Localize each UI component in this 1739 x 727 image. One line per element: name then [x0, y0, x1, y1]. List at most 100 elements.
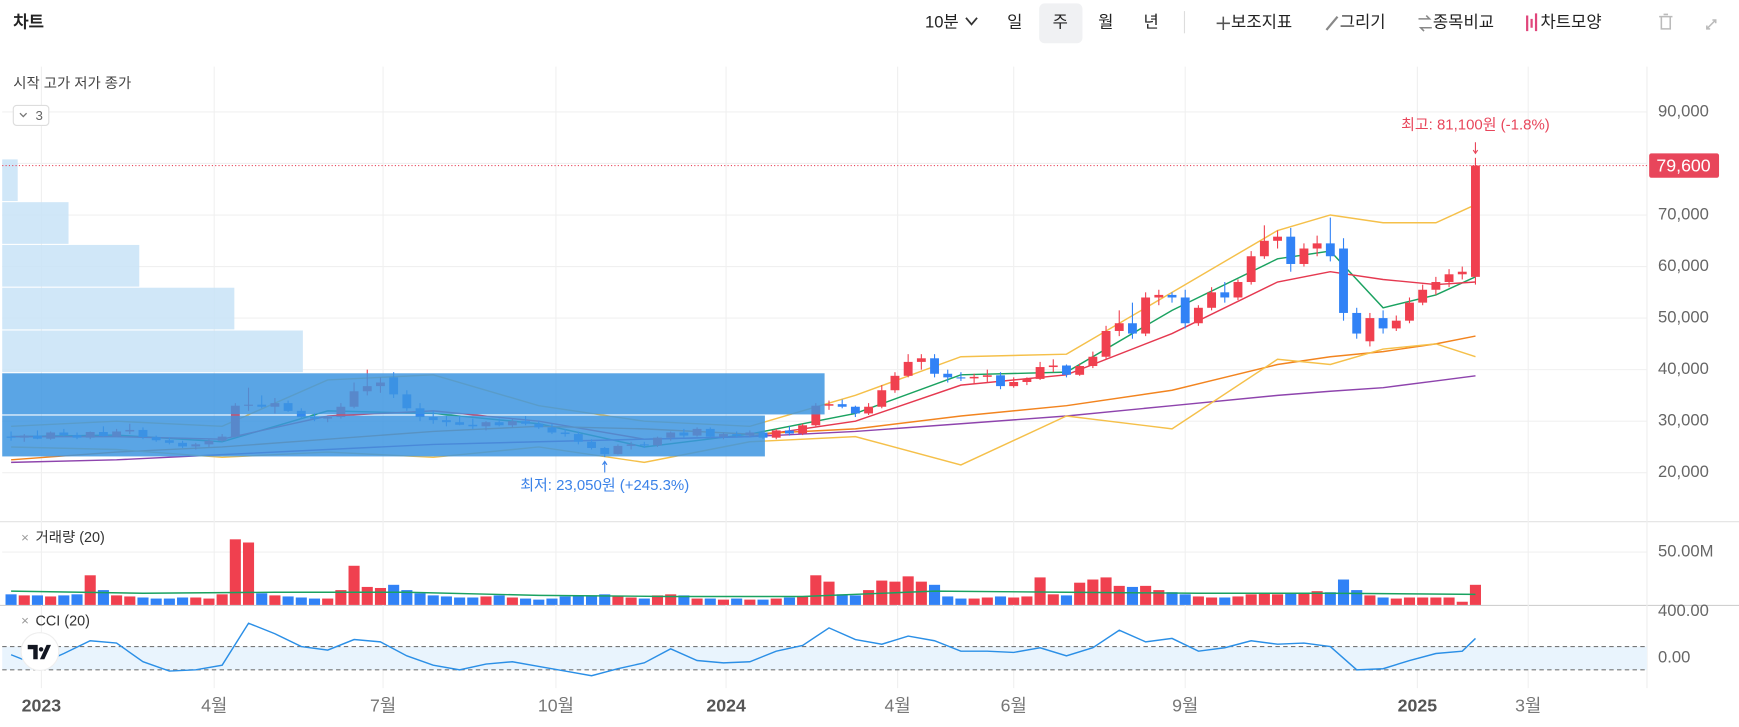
volume-bar: [717, 599, 730, 605]
volume-bar: [84, 575, 96, 605]
y-tick-label: 50.00M: [1658, 541, 1713, 560]
page-title: 차트: [13, 13, 44, 32]
interval-button[interactable]: 10분: [925, 13, 959, 32]
volume-ma-line: [11, 590, 1476, 598]
close-icon[interactable]: ×: [21, 613, 29, 628]
compare-icon: [1418, 14, 1432, 32]
volume-profile-bar: [2, 415, 765, 457]
tool-button[interactable]: 그리기: [1340, 13, 1386, 32]
trash-icon[interactable]: [1659, 13, 1673, 30]
volume-bar: [902, 576, 914, 605]
annotation: 최고: 81,100원 (-1.8%): [1401, 117, 1550, 134]
volume-bar: [177, 597, 189, 605]
x-tick-label: 4월: [885, 696, 911, 716]
volume-bar: [1298, 593, 1310, 605]
volume-bar: [163, 598, 175, 605]
candle-body: [890, 375, 900, 391]
candle-body: [1154, 294, 1164, 298]
y-tick-label: 50,000: [1658, 307, 1709, 326]
candle-body: [930, 358, 939, 374]
candle-body: [1062, 365, 1071, 375]
chevron-icon: [19, 112, 28, 118]
volume-bar: [942, 596, 954, 605]
cci-line: [10, 622, 1476, 677]
candle-body: [1233, 282, 1243, 298]
volume-bar: [1047, 594, 1059, 605]
volume-bar: [1311, 591, 1323, 605]
volume-bar: [1417, 597, 1429, 605]
annotation: 최저: 23,050원 (+245.3%): [520, 477, 689, 494]
volume-bar: [823, 581, 835, 605]
volume-profile-bar: [2, 330, 303, 373]
candle-body: [916, 358, 926, 362]
candle-body: [1141, 297, 1151, 334]
volume-bar: [704, 598, 716, 605]
volume-profile-bar: [2, 159, 18, 202]
volume-bar: [1285, 593, 1297, 605]
x-tick-label: 3월: [1515, 696, 1541, 716]
close-icon[interactable]: ×: [21, 530, 29, 545]
annotation-arrow: [602, 460, 608, 473]
candle-body: [1207, 292, 1217, 308]
period-button[interactable]: 년: [1144, 13, 1159, 32]
volume-bar: [18, 595, 30, 605]
volume-bar: [599, 594, 611, 605]
y-tick-label: 60,000: [1658, 256, 1709, 275]
annotation-arrow: [1472, 142, 1479, 155]
expand-icon[interactable]: [1706, 19, 1717, 30]
tool-button[interactable]: 차트모양: [1540, 13, 1601, 32]
candle-body: [1101, 330, 1111, 357]
volume-bar: [203, 598, 215, 605]
candle-body: [784, 430, 794, 434]
volume-bar: [612, 596, 624, 605]
volume-bar: [1179, 594, 1191, 605]
volume-bar: [546, 598, 558, 605]
x-tick-label: 10월: [538, 696, 574, 716]
volume-bar: [1232, 596, 1244, 605]
volume-bar: [124, 596, 136, 605]
candle-body: [1352, 312, 1362, 334]
candle-body: [837, 404, 847, 407]
volume-bar: [71, 594, 83, 605]
x-tick-label: 7월: [370, 696, 396, 716]
candle-body: [1286, 236, 1296, 264]
volume-bar: [454, 597, 466, 605]
candle-body: [1127, 323, 1137, 334]
volume-bar: [229, 539, 241, 605]
period-button[interactable]: 주: [1053, 13, 1068, 32]
volume-bar: [58, 595, 70, 605]
volume-bar: [414, 593, 426, 605]
volume-bar: [572, 595, 584, 605]
volume-bar: [348, 565, 360, 605]
volume-bar: [150, 598, 162, 605]
y-tick-label: 400.00: [1658, 601, 1709, 620]
candle-body: [1391, 320, 1401, 329]
candle-body: [1088, 356, 1098, 367]
candle-body: [1471, 165, 1480, 277]
volume-bar: [440, 596, 452, 605]
candle-body: [824, 404, 834, 406]
tool-button[interactable]: 종목비교: [1433, 13, 1494, 32]
candle-body: [1009, 381, 1019, 387]
collapse-button[interactable]: [12, 104, 50, 126]
volume-bar: [1060, 595, 1073, 605]
candle-body: [1048, 365, 1058, 368]
volume-bar: [797, 596, 809, 605]
volume-bar: [1403, 597, 1416, 605]
candle-body: [798, 425, 808, 434]
volume-bar: [216, 594, 228, 605]
volume-bar: [1390, 598, 1402, 605]
period-button[interactable]: 월: [1098, 13, 1113, 32]
volume-bar: [111, 595, 123, 605]
y-tick-label: 40,000: [1658, 359, 1709, 378]
period-button[interactable]: 일: [1007, 13, 1022, 32]
tool-button[interactable]: 보조지표: [1231, 13, 1292, 32]
volume-bar: [322, 598, 334, 605]
volume-bar: [1258, 593, 1270, 605]
volume-title: 거래량 (20): [35, 529, 104, 546]
volume-bar: [994, 596, 1007, 605]
candle-body: [850, 406, 860, 414]
volume-bar: [1100, 577, 1112, 605]
